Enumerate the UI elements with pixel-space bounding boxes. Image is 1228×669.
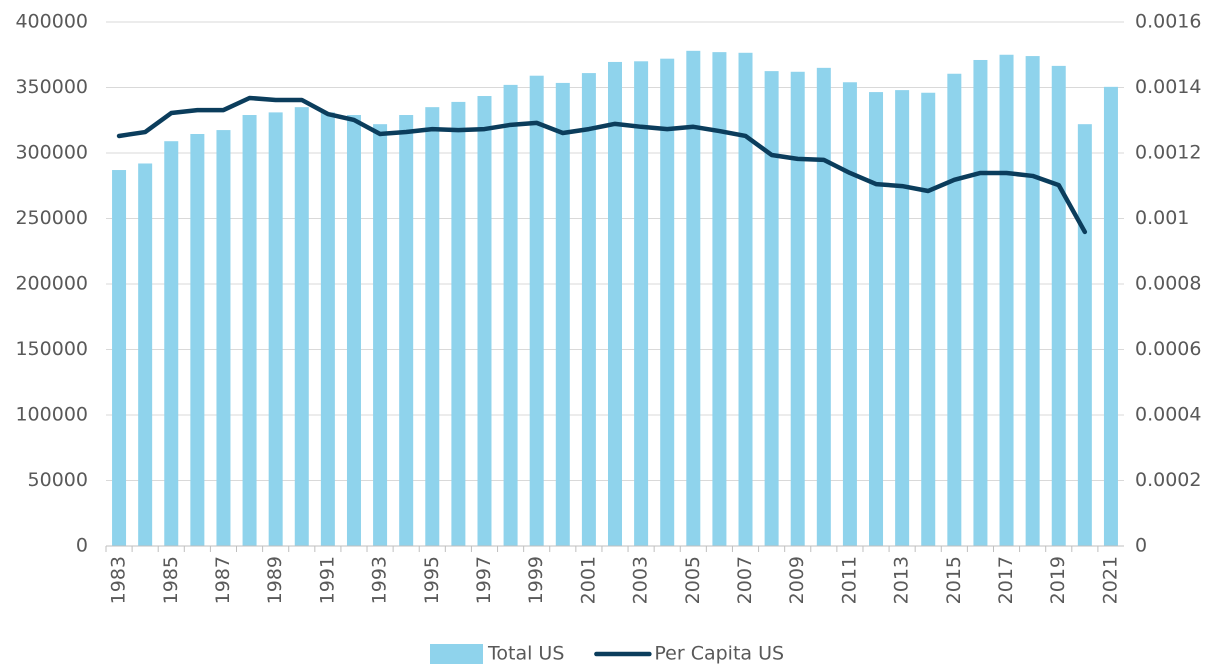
bar (973, 59, 988, 547)
bar (138, 163, 153, 547)
bar (451, 101, 466, 546)
x-tick-label: 2015 (943, 556, 965, 604)
y2-tick-label: 0.0014 (1135, 76, 1201, 98)
x-tick-label: 2003 (630, 556, 652, 604)
bar (1077, 124, 1092, 547)
y-tick-label: 400000 (15, 11, 88, 33)
y2-tick-label: 0 (1135, 535, 1147, 557)
bar (790, 71, 805, 546)
x-tick-label: 2013 (891, 556, 913, 604)
bar (216, 130, 231, 546)
x-tick-label: 1997 (473, 556, 495, 604)
bar (738, 52, 753, 546)
bar (477, 96, 492, 546)
bar (634, 61, 649, 547)
bar (242, 115, 257, 546)
y-tick-label: 0 (76, 535, 88, 557)
y-tick-label: 250000 (15, 207, 88, 229)
bar (947, 73, 962, 547)
bar (399, 115, 414, 546)
y2-tick-label: 0.001 (1135, 207, 1189, 229)
x-tick-label: 1993 (369, 556, 391, 604)
bar (112, 170, 127, 546)
bar (686, 50, 701, 546)
bar (1103, 86, 1118, 546)
bar (895, 90, 910, 547)
y2-tick-label: 0.0006 (1135, 338, 1201, 360)
y2-tick-label: 0.0012 (1135, 142, 1201, 164)
bar (764, 71, 779, 546)
legend-swatch (430, 644, 483, 664)
bar (660, 58, 675, 547)
bar (373, 124, 388, 547)
y2-tick-label: 0.0002 (1135, 469, 1201, 491)
x-tick-label: 2001 (577, 556, 599, 604)
bar (1051, 65, 1066, 546)
bar (869, 92, 884, 547)
x-tick-label: 2005 (682, 556, 704, 604)
y2-tick-label: 0.0004 (1135, 404, 1201, 426)
x-tick-label: 1985 (160, 556, 182, 604)
y-tick-label: 300000 (15, 142, 88, 164)
x-tick-label: 2007 (734, 556, 756, 604)
x-tick-label: 1999 (525, 556, 547, 604)
y-tick-label: 150000 (15, 338, 88, 360)
bar (294, 107, 309, 547)
bar (842, 82, 857, 546)
legend-label: Per Capita US (654, 643, 784, 665)
legend-label: Total US (487, 643, 564, 665)
bar (816, 67, 831, 546)
bar (164, 141, 179, 546)
y2-tick-label: 0.0016 (1135, 11, 1201, 33)
x-tick-label: 1983 (108, 556, 130, 604)
bar (425, 107, 440, 547)
bar (581, 73, 596, 546)
y2-tick-label: 0.0008 (1135, 273, 1201, 295)
bar (1025, 56, 1040, 547)
y-tick-label: 200000 (15, 273, 88, 295)
x-tick-label: 2019 (1047, 556, 1069, 604)
x-tick-label: 2009 (786, 556, 808, 604)
x-tick-label: 1995 (421, 556, 443, 604)
x-tick-label: 1989 (264, 556, 286, 604)
bar (999, 54, 1014, 546)
bar (320, 112, 335, 546)
x-tick-label: 2021 (1099, 556, 1121, 604)
x-tick-label: 2017 (995, 556, 1017, 604)
x-tick-label: 1987 (212, 556, 234, 604)
bar (555, 82, 570, 546)
y-tick-label: 350000 (15, 76, 88, 98)
line (116, 95, 1088, 235)
bar (503, 84, 518, 546)
y-tick-label: 50000 (28, 469, 88, 491)
bar (921, 92, 936, 547)
bar (190, 134, 205, 546)
bar (346, 115, 361, 546)
bar (529, 75, 544, 547)
x-tick-label: 2011 (838, 556, 860, 604)
x-tick-label: 1991 (316, 556, 338, 604)
y-tick-label: 100000 (15, 404, 88, 426)
bar (608, 61, 622, 546)
bar (268, 112, 283, 546)
bar (712, 52, 727, 546)
